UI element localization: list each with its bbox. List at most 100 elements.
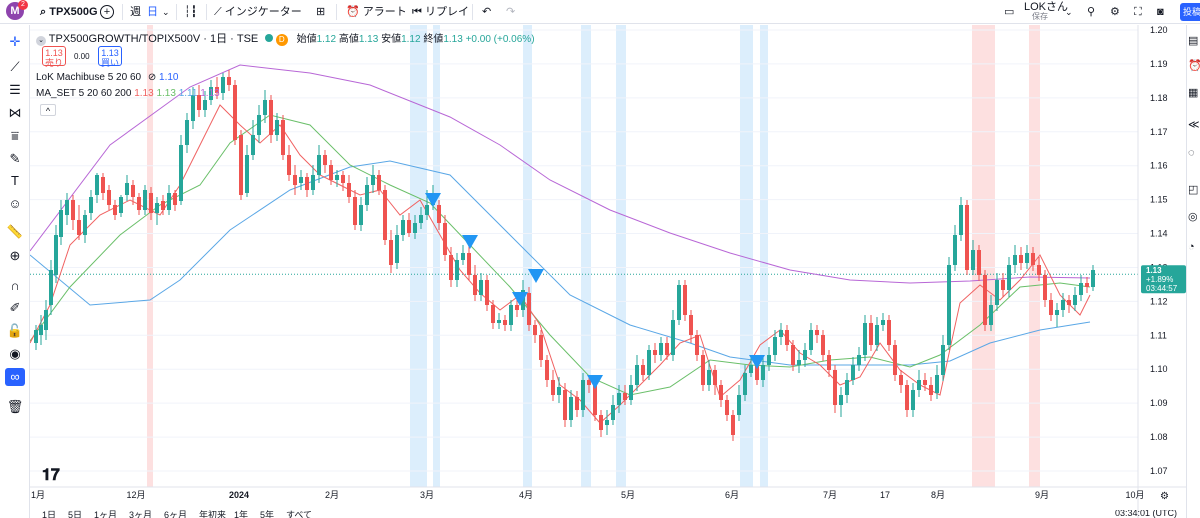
chat-icon[interactable]: ◌ [1188, 147, 1195, 159]
lock-icon[interactable]: 🔓 [6, 323, 24, 338]
crosshair-icon[interactable]: ✛ [9, 34, 21, 49]
news-icon[interactable]: ≪ [1188, 119, 1200, 131]
candle-body [485, 280, 489, 305]
candle-body [941, 345, 945, 375]
range-button-7[interactable]: 5年 [260, 510, 275, 518]
trash-icon[interactable]: 🗑 [6, 399, 24, 414]
fullscreen-icon[interactable]: ⛶ [1134, 6, 1142, 18]
compare-button[interactable]: + [100, 0, 114, 24]
layout-toggle-icon[interactable]: ▭ [1004, 6, 1015, 18]
candle-body [143, 190, 147, 210]
range-button-4[interactable]: 6ヶ月 [164, 510, 188, 518]
magnet-icon[interactable]: ∩ [10, 278, 20, 293]
candle-body [497, 320, 501, 323]
eye-icon[interactable]: ◉ [9, 346, 21, 361]
interval-week[interactable]: 週 [130, 6, 141, 18]
candle-body [479, 280, 483, 295]
alert-button[interactable]: ⏰ アラート [346, 0, 407, 24]
candle-body [443, 223, 447, 255]
chevron-icon[interactable]: ⌄ [36, 36, 46, 46]
replay-button[interactable]: ⏮ リプレイ [412, 0, 469, 24]
account-menu[interactable]: LOKさん 保存 [1024, 2, 1068, 26]
link-icon[interactable]: ∞ [5, 368, 25, 386]
watchlist-icon[interactable]: ▤ [1188, 35, 1199, 47]
price-tick-label: 1.14 [1150, 229, 1168, 239]
pattern-icon[interactable]: ⋈ [8, 105, 22, 120]
range-button-2[interactable]: 1ヶ月 [94, 510, 118, 518]
range-button-6[interactable]: 1年 [234, 510, 249, 518]
indicator-ma-set[interactable]: MA_SET 5 20 60 200 1.13 1.13 1.11 1.13 [36, 88, 220, 99]
candle-body [821, 335, 825, 355]
range-button-3[interactable]: 3ヶ月 [129, 510, 153, 518]
candle-body [365, 185, 369, 205]
candle-body [503, 320, 507, 325]
redo-icon[interactable]: ↷ [506, 6, 516, 18]
text-icon[interactable]: T [11, 173, 19, 188]
symbol-search[interactable]: ⌕ TPX500G [40, 0, 98, 24]
account-dropdown-icon[interactable]: ⌄ [1065, 7, 1073, 17]
candle-body [491, 305, 495, 323]
indicators-button[interactable]: ⟋ インジケーター [214, 0, 302, 24]
time-tick-label: 17 [880, 490, 890, 500]
collapse-legend-button[interactable]: ^ [40, 104, 56, 116]
indicator-machibuse[interactable]: LoK Machibuse 5 20 60 ⊘ 1.10 [36, 72, 179, 83]
candle-body [587, 380, 591, 385]
ruler-icon[interactable]: 📏 [6, 224, 24, 239]
emoji-icon[interactable]: ☺ [8, 196, 22, 211]
candle-body [305, 177, 309, 190]
candle-body [155, 203, 159, 213]
market-dot-icon [265, 34, 274, 42]
layouts-icon[interactable]: ⊞ [316, 6, 326, 18]
signal-zone-blue [410, 25, 427, 487]
price-chart[interactable]: 1.20 1.19 1.18 1.17 1.16 1.15 1.14 1.13 1.12 1.11… [30, 25, 1186, 518]
quick-search-icon[interactable]: ⚲ [1087, 6, 1096, 18]
time-tick-label: 3月 [420, 490, 434, 500]
undo-icon[interactable]: ↶ [482, 6, 492, 18]
range-button-1[interactable]: 5日 [68, 510, 83, 518]
interval-dropdown-icon[interactable]: ⌄ [162, 7, 170, 17]
candle-type-icon[interactable]: ┆┇ [184, 6, 198, 18]
ohlc-close: 終値1.13 [423, 34, 463, 45]
brush-icon[interactable]: ✎ [9, 151, 21, 166]
streams-icon[interactable]: ◎ [1188, 211, 1198, 223]
candle-body [179, 145, 183, 201]
horizontal-lines-icon[interactable]: ☰ [9, 82, 21, 97]
buy-button[interactable]: 1.13 買い [98, 46, 122, 68]
publish-button[interactable]: 投稿 [1180, 3, 1200, 21]
zoom-in-icon[interactable]: ⊕ [9, 248, 21, 263]
candle-body [101, 177, 105, 193]
indicator-machibuse-value: 1.10 [159, 72, 179, 83]
candle-body [803, 350, 807, 360]
data-window-icon[interactable]: ▦ [1188, 87, 1199, 99]
interval-day[interactable]: 日 [147, 6, 158, 18]
candle-body [449, 255, 453, 280]
spread-value: 0.00 [74, 52, 90, 61]
alerts-panel-icon[interactable]: ⏰ [1188, 58, 1200, 74]
account-name: LOKさん [1024, 1, 1069, 13]
candle-body [617, 393, 621, 405]
notifications-icon[interactable]: ◔ [1188, 241, 1195, 253]
signal-marker-triangle [462, 235, 478, 249]
range-button-5[interactable]: 年初来 [199, 510, 227, 518]
price-tick-label: 1.09 [1150, 398, 1168, 408]
candle-body [329, 165, 333, 180]
trend-line-icon[interactable]: ⟋ [10, 59, 20, 74]
fib-icon[interactable]: ⩸ [11, 128, 19, 143]
candle-body [89, 197, 93, 213]
axis-settings-icon[interactable]: ⚙ [1160, 491, 1169, 502]
range-button-8[interactable]: すべて [286, 510, 313, 518]
time-tick-label: 1月 [31, 490, 45, 500]
candle-body [863, 323, 867, 355]
range-button-0[interactable]: 1日 [42, 510, 57, 518]
camera-icon[interactable]: ◙ [1157, 6, 1164, 18]
candle-body [731, 415, 735, 435]
candle-body [263, 100, 267, 115]
candle-body [779, 330, 783, 337]
settings-icon[interactable]: ⚙ [1110, 6, 1120, 18]
ideas-icon[interactable]: ◰ [1188, 184, 1199, 196]
time-tick-label: 12月 [126, 490, 145, 500]
sell-button[interactable]: 1.13 売り [42, 46, 66, 68]
lock-drawing-icon[interactable]: ✐ [9, 300, 21, 315]
ma60-line [30, 160, 1091, 366]
logo[interactable]: M 2 [6, 0, 28, 22]
